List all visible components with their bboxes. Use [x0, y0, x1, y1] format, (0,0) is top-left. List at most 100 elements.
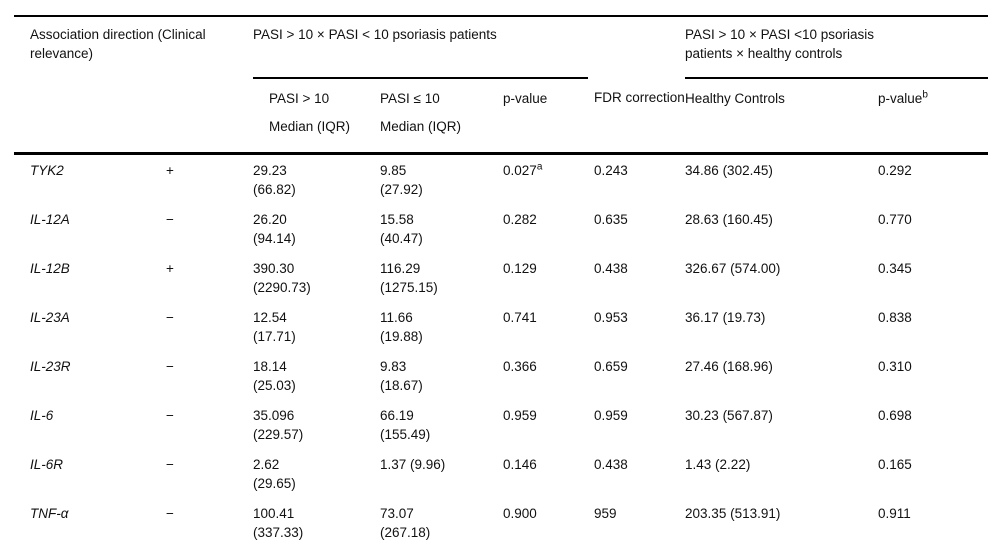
fdr-correction-cell: 0.438 — [594, 457, 628, 472]
p-value-b-cell: 0.292 — [878, 163, 912, 178]
p-value: 0.741 — [503, 310, 537, 325]
pasi-gt-median-cell: 18.14 (25.03) — [253, 359, 296, 393]
group-header-patients-vs-healthy-controls: PASI > 10 × PASI <10 psoriasis patients … — [685, 16, 989, 79]
footnote-marker-b: b — [922, 89, 928, 101]
fdr-correction-cell: 0.635 — [594, 212, 628, 227]
pasi-gt-median-cell: 142.92 (1647.96) — [253, 547, 380, 551]
direction-cell: − — [166, 212, 174, 227]
fdr-correction-cell: 0.438 — [594, 261, 628, 276]
p-value: 0.146 — [503, 457, 537, 472]
direction-cell: − — [166, 457, 174, 472]
pasi-le-median-cell: 66.19 (155.49) — [380, 408, 431, 442]
p-value-b-cell: 0.911 — [878, 506, 911, 521]
table-body: TYK2 +29.23 (66.82) 9.85 (27.92) 0.027a 0.24… — [14, 154, 988, 551]
fdr-correction-cell: 0.698 — [588, 547, 685, 551]
pasi-gt-median-cell: 12.54 (17.71) — [253, 310, 296, 344]
table-row: IL-6 − 35.096 (229.57) 66.19 (155.49) 0.959 0… — [14, 400, 988, 449]
p-value-cell: 0.900 — [503, 498, 588, 547]
healthy-controls-cell: 30.23 (567.87) — [685, 408, 773, 423]
pasi-le-median-cell: 77.45 (952.37) — [380, 547, 503, 551]
pasi-gt-median-cell: 35.096 (229.57) — [253, 408, 304, 442]
gene-cell: TYK2 — [30, 163, 64, 178]
pasi-le-median-cell: 15.58 (40.47) — [380, 212, 423, 246]
gene-cell: IL-12A — [30, 212, 70, 227]
p-value-b-cell: 0.838 — [878, 310, 912, 325]
gene-cell: TNF-α — [30, 506, 69, 521]
p-value-cell: 0.741 — [503, 302, 588, 351]
p-value-cell: 0.282 — [503, 204, 588, 253]
p-value: 0.366 — [503, 359, 537, 374]
gene-cell: IL-6 — [30, 408, 54, 423]
p-value-b-cell: 0.698 — [878, 408, 912, 423]
fdr-correction-cell: 0.243 — [594, 163, 628, 178]
column-header-healthy-controls: Healthy Controls — [685, 78, 879, 155]
gene-cell: IL-23R — [30, 359, 71, 374]
table-row: TNF-α − 100.41 (337.33) 73.07 (267.18) 0.900… — [14, 498, 988, 547]
pasi-gt-median-cell: 2.62 (29.65) — [253, 457, 296, 491]
p-value: 0.959 — [503, 408, 537, 423]
column-header-median-iqr: Median (IQR) — [269, 119, 351, 134]
p-value-b-cell: 0.345 — [878, 547, 988, 551]
fdr-correction-cell: 959 — [594, 506, 617, 521]
table-row: IL-6R − 2.62 (29.65) 1.37 (9.96) 0.146 0.438 1… — [14, 449, 988, 498]
gene-cell: IL-23A — [30, 310, 70, 325]
healthy-controls-cell: 326.67 (574.00) — [685, 261, 781, 276]
p-value: 0.129 — [503, 261, 537, 276]
healthy-controls-cell: 34.86 (302.45) — [685, 163, 773, 178]
gene-cell: IL-6R — [30, 457, 64, 472]
table-row: IL-12B +390.30 (2290.73) 116.29 (1275.15) 0… — [14, 253, 988, 302]
pasi-le-median-cell: 11.66 (19.88) — [380, 310, 423, 344]
pasi-le-median-cell: 9.83 (18.67) — [380, 359, 423, 393]
table-row: IL-12A − 26.20 (94.14) 15.58 (40.47) 0.282 0.… — [14, 204, 988, 253]
sub-header-row: PASI > 10 Median (IQR) PASI ≤ 10 Median … — [14, 78, 989, 155]
fdr-correction-cell: 0.659 — [594, 359, 628, 374]
table-row: IL-23A − 12.54 (17.71) 11.66 (19.88) 0.741 0.… — [14, 302, 988, 351]
column-header-p-value-b: p-valueb — [878, 78, 989, 155]
p-value-cell: 0.146 — [503, 449, 588, 498]
table-row: IL-23R − 18.14 (25.03) 9.83 (18.67) 0.366 0.6… — [14, 351, 988, 400]
direction-cell: − — [166, 506, 174, 521]
p-value-cell: 0.465 — [503, 547, 588, 551]
pasi-le-median-cell: 73.07 (267.18) — [380, 506, 431, 540]
healthy-controls-cell: 27.46 (168.96) — [685, 359, 773, 374]
pasi-gt-median-cell: 26.20 (94.14) — [253, 212, 296, 246]
p-value-b-cell: 0.310 — [878, 359, 912, 374]
p-value: 0.282 — [503, 212, 537, 227]
column-header-pasi-le-10-label: PASI ≤ 10 — [380, 91, 440, 106]
p-value-cell: 0.129 — [503, 253, 588, 302]
footnote-marker-a: a — [536, 161, 543, 173]
table-header: Association direction (Clinical relevanc… — [14, 16, 989, 155]
healthy-controls-cell: 36.17 (19.73) — [685, 310, 766, 325]
pasi-le-median-cell: 116.29 (1275.15) — [380, 261, 438, 295]
direction-cell: + — [166, 163, 174, 178]
table-row: TYK2 +29.23 (66.82) 9.85 (27.92) 0.027a 0.24… — [14, 154, 988, 205]
gene-cell: IL17-A — [14, 547, 166, 551]
fdr-correction-cell: 0.959 — [594, 408, 628, 423]
direction-cell: − — [166, 310, 174, 325]
healthy-controls-cell: 137.69 (201.50) — [685, 547, 878, 551]
pasi-gt-median-cell: 390.30 (2290.73) — [253, 261, 311, 295]
table-row: IL17-A−142.92 (1647.96)77.45 (952.37)0.4… — [14, 547, 988, 551]
p-value-b-cell: 0.345 — [878, 261, 912, 276]
group-header-spacer — [588, 16, 685, 78]
column-header-pasi-gt-10-label: PASI > 10 — [269, 91, 330, 106]
healthy-controls-cell: 1.43 (2.22) — [685, 457, 751, 472]
column-header-p-value-b-label: p-value — [878, 91, 923, 106]
pasi-le-median-cell: 9.85 (27.92) — [380, 163, 423, 197]
p-value: 0.900 — [503, 506, 537, 521]
column-header-pasi-gt-10: PASI > 10 Median (IQR) — [253, 78, 381, 155]
p-value: 0.027 — [503, 163, 537, 178]
direction-cell: − — [166, 547, 253, 551]
pasi-le-median-cell: 1.37 (9.96) — [380, 457, 446, 472]
column-header-median-iqr: Median (IQR) — [380, 119, 462, 134]
results-table: Association direction (Clinical relevanc… — [14, 15, 989, 551]
p-value-b-cell: 0.770 — [878, 212, 912, 227]
p-value-cell: 0.366 — [503, 351, 588, 400]
fdr-correction-cell: 0.953 — [594, 310, 628, 325]
healthy-controls-cell: 28.63 (160.45) — [685, 212, 773, 227]
direction-cell: − — [166, 359, 174, 374]
gene-cell: IL-12B — [30, 261, 70, 276]
pasi-gt-median-cell: 100.41 (337.33) — [253, 506, 304, 540]
p-value-cell: 0.027a — [503, 154, 588, 205]
